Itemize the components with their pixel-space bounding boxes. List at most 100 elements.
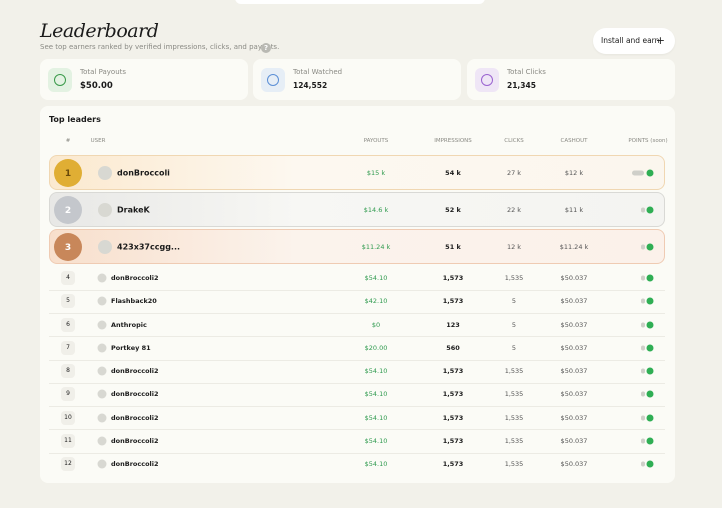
row-separator bbox=[49, 429, 665, 431]
username: donBroccoli2 bbox=[111, 436, 159, 445]
column-header: POINTS (soon) bbox=[628, 138, 668, 144]
rank-medal: 2 bbox=[54, 195, 82, 224]
points-placeholder bbox=[641, 275, 645, 281]
points-placeholder bbox=[641, 244, 645, 249]
rank: 7 bbox=[61, 340, 75, 355]
rank-medal: 3 bbox=[54, 232, 82, 261]
points-placeholder bbox=[641, 391, 645, 397]
username: Flashback20 bbox=[111, 297, 157, 306]
clicks: 1,535 bbox=[504, 274, 524, 282]
row-separator bbox=[49, 359, 665, 361]
stat-icon bbox=[475, 68, 499, 92]
points-icon bbox=[646, 367, 654, 375]
points-icon bbox=[646, 460, 654, 468]
rank-medal: 1 bbox=[54, 158, 82, 187]
rank: 8 bbox=[61, 364, 75, 378]
cashout: $50.037 bbox=[560, 320, 588, 329]
top-row bbox=[49, 229, 665, 264]
points-icon bbox=[646, 169, 654, 176]
impressions: 1,573 bbox=[442, 367, 464, 375]
payout: $54.10 bbox=[364, 390, 388, 399]
avatar bbox=[97, 366, 107, 376]
payout: $15 k bbox=[366, 168, 386, 177]
panel-title: Top leaders bbox=[49, 115, 101, 124]
clicks: 22 k bbox=[506, 205, 522, 214]
username: 423x37ccgg... bbox=[117, 242, 181, 251]
impressions: 560 bbox=[446, 343, 460, 352]
avatar bbox=[98, 202, 112, 217]
rank: 11 bbox=[61, 433, 75, 448]
username: donBroccoli2 bbox=[111, 274, 159, 282]
rank: 9 bbox=[61, 387, 75, 402]
column-header: PAYOUTS bbox=[363, 138, 389, 144]
row-separator bbox=[49, 406, 665, 407]
avatar bbox=[98, 165, 112, 180]
impressions: 123 bbox=[446, 320, 460, 329]
impressions: 1,573 bbox=[442, 297, 464, 306]
points-placeholder bbox=[641, 415, 645, 420]
rank: 10 bbox=[61, 410, 75, 425]
points-placeholder bbox=[641, 368, 645, 374]
username: Anthropic bbox=[111, 320, 147, 329]
cashout: $11 k bbox=[564, 205, 584, 214]
points-icon bbox=[646, 344, 654, 352]
button-label[interactable]: Install and earn bbox=[601, 36, 660, 45]
top-row bbox=[49, 155, 665, 190]
stat-glyph bbox=[267, 74, 279, 86]
top-row bbox=[49, 192, 665, 227]
subtitle: See top earners ranked by verified impre… bbox=[40, 43, 280, 51]
clicks: 27 k bbox=[506, 168, 522, 177]
stat-card: Total Payouts $50.00 bbox=[40, 59, 248, 100]
payout: $54.10 bbox=[364, 436, 388, 445]
cashout: $50.037 bbox=[560, 460, 588, 468]
row-separator bbox=[49, 382, 665, 384]
clicks: 1,535 bbox=[504, 436, 524, 445]
stat-value: 124,552 bbox=[293, 81, 328, 90]
row-separator bbox=[49, 313, 665, 314]
title: Leaderboard bbox=[40, 20, 159, 42]
cashout: $50.037 bbox=[560, 297, 588, 306]
username: donBroccoli2 bbox=[111, 460, 159, 468]
install-button[interactable]: Install and earn + bbox=[593, 28, 675, 54]
button-icon[interactable]: + bbox=[655, 34, 665, 47]
stat-icon bbox=[48, 68, 72, 92]
payout: $0 bbox=[371, 320, 381, 329]
avatar bbox=[97, 273, 107, 283]
cashout: $50.037 bbox=[560, 390, 588, 399]
rank: 5 bbox=[61, 294, 75, 309]
rank: 12 bbox=[61, 457, 75, 471]
points-icon bbox=[646, 390, 654, 398]
clicks: 1,535 bbox=[504, 390, 524, 399]
cashout: $50.037 bbox=[560, 274, 588, 282]
points-placeholder bbox=[641, 322, 645, 327]
stat-card: Total Watched 124,552 bbox=[253, 59, 461, 100]
column-header: IMPRESSIONS bbox=[434, 138, 472, 144]
avatar bbox=[98, 239, 112, 254]
impressions: 1,573 bbox=[442, 460, 464, 468]
points-icon bbox=[646, 321, 654, 328]
stat-card: Total Clicks 21,345 bbox=[467, 59, 675, 100]
stat-value: 21,345 bbox=[507, 81, 536, 90]
help-icon[interactable]: ? bbox=[261, 43, 271, 53]
impressions: 51 k bbox=[445, 242, 461, 251]
avatar bbox=[97, 320, 107, 329]
clicks: 5 bbox=[511, 343, 517, 352]
impressions: 1,573 bbox=[442, 274, 464, 282]
impressions: 1,573 bbox=[442, 390, 464, 399]
points-placeholder bbox=[641, 298, 645, 304]
column-header: CLICKS bbox=[504, 138, 524, 144]
cashout: $50.037 bbox=[560, 343, 588, 352]
cashout: $12 k bbox=[564, 168, 584, 177]
clicks: 1,535 bbox=[504, 413, 524, 422]
username: donBroccoli bbox=[117, 168, 170, 177]
points-icon bbox=[646, 206, 654, 213]
stat-icon bbox=[261, 68, 285, 92]
clicks: 5 bbox=[511, 297, 517, 306]
row-separator bbox=[49, 336, 665, 338]
payout: $20.00 bbox=[364, 343, 388, 352]
avatar bbox=[97, 389, 107, 399]
clicks: 5 bbox=[511, 320, 517, 329]
impressions: 52 k bbox=[445, 205, 461, 214]
points-icon bbox=[646, 297, 654, 305]
payout: $54.10 bbox=[364, 460, 388, 468]
